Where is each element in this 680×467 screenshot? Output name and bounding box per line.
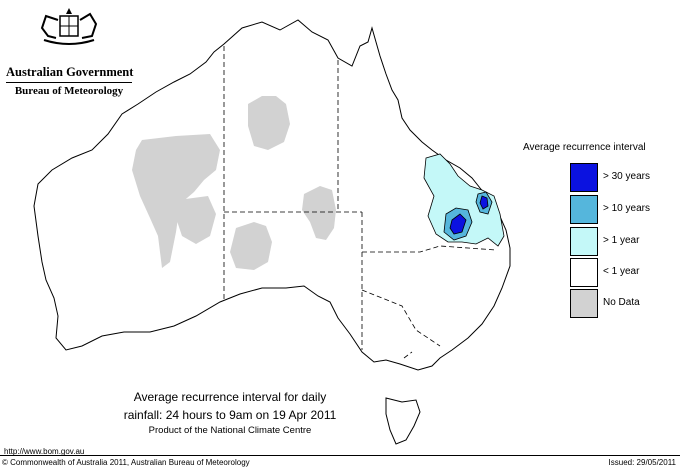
legend-label: > 10 years <box>603 203 650 214</box>
legend-label: < 1 year <box>603 266 640 277</box>
coat-of-arms-icon <box>40 8 98 45</box>
copyright-notice: © Commonwealth of Australia 2011, Austra… <box>2 458 250 467</box>
footer-divider <box>0 455 680 456</box>
legend-label: > 1 year <box>603 235 640 246</box>
legend-swatch <box>570 163 598 192</box>
legend-label: No Data <box>603 297 640 308</box>
legend-title: Average recurrence interval <box>523 142 646 153</box>
government-title: Australian Government <box>6 65 134 79</box>
issued-date: Issued: 29/05/2011 <box>608 458 676 467</box>
state-borders <box>223 46 497 359</box>
bureau-title: Bureau of Meteorology <box>14 85 124 97</box>
recurrence-contours <box>423 153 505 247</box>
legend-item-under-1-year: < 1 year <box>570 258 680 287</box>
mainland-outline <box>33 19 511 371</box>
agency-header: Australian Government Bureau of Meteorol… <box>6 6 134 97</box>
legend-swatch <box>570 289 598 318</box>
legend-swatch <box>570 227 598 256</box>
legend-item-30-years: > 30 years <box>570 163 680 192</box>
contour-30-years-b <box>479 195 489 210</box>
legend-swatch <box>570 258 598 287</box>
map-caption: Average recurrence interval for daily ra… <box>80 388 380 438</box>
caption-line-2: rainfall: 24 hours to 9am on 19 Apr 2011 <box>123 408 337 422</box>
tasmania-outline <box>385 397 421 445</box>
map-legend: Average recurrence interval > 30 years >… <box>523 142 673 318</box>
legend-item-1-year: > 1 year <box>570 227 680 256</box>
legend-swatch <box>570 195 598 224</box>
legend-item-no-data: No Data <box>570 289 680 318</box>
caption-credit: Product of the National Climate Centre <box>148 425 312 436</box>
caption-line-1: Average recurrence interval for daily <box>133 390 327 404</box>
contour-30-years-a <box>449 213 467 235</box>
contour-1-year <box>423 153 505 247</box>
website-link[interactable]: http://www.bom.gov.au <box>4 447 85 456</box>
header-divider <box>6 82 132 83</box>
legend-item-10-years: > 10 years <box>570 195 680 224</box>
legend-label: > 30 years <box>603 171 650 182</box>
no-data-areas <box>132 96 336 270</box>
